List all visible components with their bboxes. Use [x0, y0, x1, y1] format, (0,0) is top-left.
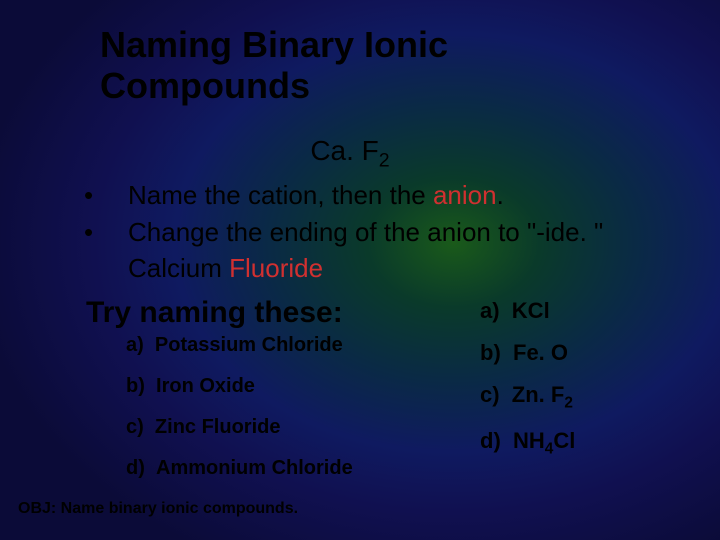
answer-text: Iron Oxide: [156, 375, 255, 397]
formula-text: Ca. F: [310, 135, 378, 166]
answer-text: KCl: [512, 298, 550, 323]
title-line-2: Compounds: [100, 65, 310, 106]
answer-letter: b): [480, 340, 501, 365]
answer-text: Ammonium Chloride: [156, 457, 353, 479]
list-item: b) Fe. O: [480, 340, 680, 366]
answer-text: Zn. F: [512, 382, 565, 407]
list-item: a) Potassium Chloride: [126, 334, 480, 357]
answer-sub: 2: [564, 394, 573, 411]
list-item: a) KCl: [480, 298, 680, 324]
answers-left: a) Potassium Chloride b) Iron Oxide c) Z…: [126, 334, 480, 498]
bullet-1: •Name the cation, then the anion.: [106, 178, 680, 213]
answer-letter: b): [126, 375, 145, 397]
answer-letter: a): [480, 298, 500, 323]
bullet-2: •Change the ending of the anion to "-ide…: [106, 215, 680, 285]
list-item: d) Ammonium Chloride: [126, 457, 480, 480]
answer-letter: a): [126, 334, 144, 356]
title-line-1: Naming Binary Ionic: [100, 24, 448, 65]
bullet-dot-icon: •: [106, 215, 128, 250]
objective-footer: OBJ: Name binary ionic compounds.: [18, 500, 298, 518]
list-item: d) NH4Cl: [480, 428, 680, 458]
bullet-dot-icon: •: [106, 178, 128, 213]
list-item: c) Zinc Fluoride: [126, 416, 480, 439]
answer-post: Cl: [553, 428, 575, 453]
answer-letter: d): [480, 428, 501, 453]
slide-title: Naming Binary Ionic Compounds: [100, 24, 680, 107]
answer-letter: c): [480, 382, 500, 407]
answer-text: Fe. O: [513, 340, 568, 365]
example-formula: Ca. F2: [20, 135, 680, 173]
formula-subscript: 2: [379, 149, 390, 171]
bullet-2-pre: Change the ending of the anion to "-ide.…: [128, 217, 603, 282]
list-item: c) Zn. F2: [480, 382, 680, 412]
answer-text: Potassium Chloride: [155, 334, 343, 356]
slide: Naming Binary Ionic Compounds Ca. F2 •Na…: [0, 0, 720, 540]
bullet-1-post: .: [497, 180, 504, 210]
answer-letter: d): [126, 457, 145, 479]
bullet-1-anion: anion: [433, 180, 497, 210]
bullet-1-pre: Name the cation, then the: [128, 180, 433, 210]
answer-text: Zinc Fluoride: [155, 416, 281, 438]
answer-text: NH: [513, 428, 545, 453]
answer-letter: c): [126, 416, 144, 438]
answers-right: a) KCl b) Fe. O c) Zn. F2 d) NH4Cl: [480, 298, 680, 498]
bullet-2-anion: Fluoride: [229, 253, 323, 283]
list-item: b) Iron Oxide: [126, 375, 480, 398]
